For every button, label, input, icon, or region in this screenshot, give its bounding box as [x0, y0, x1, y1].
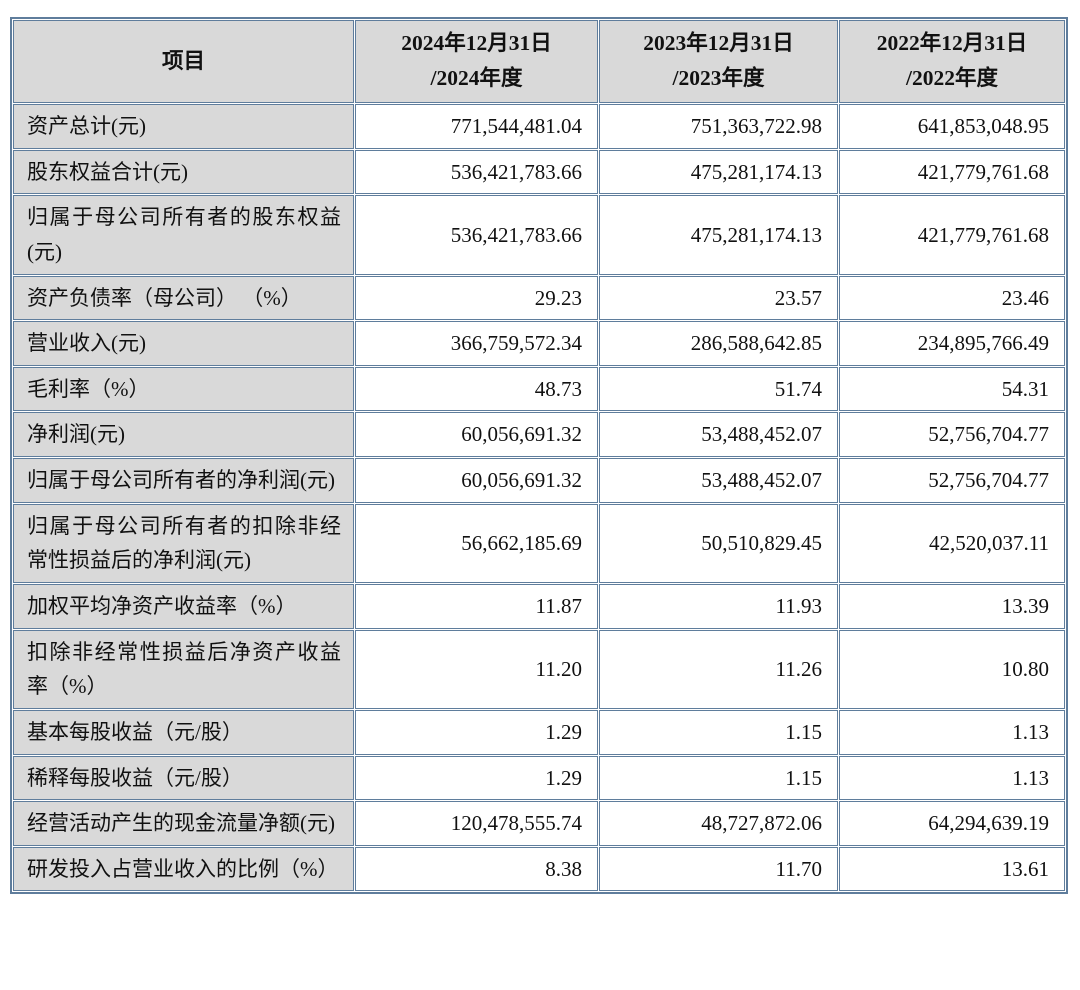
value-cell-y2024: 48.73 [355, 366, 598, 412]
value-cell-y2024: 8.38 [355, 846, 598, 892]
row-label: 稀释每股收益（元/股） [13, 755, 354, 801]
value-cell-y2024: 771,544,481.04 [355, 103, 598, 149]
value-cell-y2022: 13.61 [839, 846, 1065, 892]
table-row: 稀释每股收益（元/股） 1.29 1.15 1.13 [13, 755, 1065, 801]
table-row: 资产总计(元) 771,544,481.04 751,363,722.98 64… [13, 103, 1065, 149]
value-cell-y2024: 56,662,185.69 [355, 503, 598, 583]
value-cell-y2023: 23.57 [599, 275, 838, 321]
value-cell-y2023: 751,363,722.98 [599, 103, 838, 149]
value-cell-y2024: 60,056,691.32 [355, 458, 598, 503]
row-label: 加权平均净资产收益率（%） [13, 583, 354, 629]
row-label: 归属于母公司所有者的扣除非经常性损益后的净利润(元) [13, 503, 354, 583]
header-col-2024-line2: /2024年度 [430, 66, 523, 91]
value-cell-y2022: 54.31 [839, 366, 1065, 412]
row-label: 净利润(元) [13, 412, 354, 458]
row-label: 资产负债率（母公司） （%） [13, 275, 354, 321]
value-cell-y2023: 11.93 [599, 583, 838, 629]
value-cell-y2024: 1.29 [355, 709, 598, 755]
header-col-2024: 2024年12月31日 /2024年度 [355, 20, 598, 103]
value-cell-y2023: 48,727,872.06 [599, 801, 838, 846]
table-row: 基本每股收益（元/股） 1.29 1.15 1.13 [13, 709, 1065, 755]
value-cell-y2022: 64,294,639.19 [839, 801, 1065, 846]
row-label: 扣除非经常性损益后净资产收益率（%） [13, 629, 354, 709]
value-cell-y2024: 536,421,783.66 [355, 149, 598, 195]
value-cell-y2022: 13.39 [839, 583, 1065, 629]
value-cell-y2022: 1.13 [839, 709, 1065, 755]
header-col-2022-line2: /2022年度 [906, 66, 998, 91]
value-cell-y2023: 475,281,174.13 [599, 149, 838, 195]
row-label: 基本每股收益（元/股） [13, 709, 354, 755]
table-row: 毛利率（%） 48.73 51.74 54.31 [13, 366, 1065, 412]
value-cell-y2022: 52,756,704.77 [839, 458, 1065, 503]
financial-summary-table: 项目 2024年12月31日 /2024年度 2023年12月31日 /2023… [10, 17, 1068, 895]
row-label: 归属于母公司所有者的净利润(元) [13, 458, 354, 503]
value-cell-y2022: 641,853,048.95 [839, 103, 1065, 149]
row-label: 归属于母公司所有者的股东权益(元) [13, 195, 354, 275]
value-cell-y2022: 42,520,037.11 [839, 503, 1065, 583]
value-cell-y2024: 1.29 [355, 755, 598, 801]
table-row: 经营活动产生的现金流量净额(元) 120,478,555.74 48,727,8… [13, 801, 1065, 846]
value-cell-y2022: 10.80 [839, 629, 1065, 709]
value-cell-y2023: 53,488,452.07 [599, 412, 838, 458]
value-cell-y2024: 11.20 [355, 629, 598, 709]
value-cell-y2022: 23.46 [839, 275, 1065, 321]
value-cell-y2023: 286,588,642.85 [599, 321, 838, 366]
value-cell-y2022: 421,779,761.68 [839, 149, 1065, 195]
header-col-2022: 2022年12月31日 /2022年度 [839, 20, 1065, 103]
value-cell-y2023: 1.15 [599, 755, 838, 801]
value-cell-y2023: 11.70 [599, 846, 838, 892]
value-cell-y2022: 234,895,766.49 [839, 321, 1065, 366]
header-col-2023: 2023年12月31日 /2023年度 [599, 20, 838, 103]
row-label: 股东权益合计(元) [13, 149, 354, 195]
value-cell-y2024: 29.23 [355, 275, 598, 321]
row-label: 资产总计(元) [13, 103, 354, 149]
table-row: 资产负债率（母公司） （%） 29.23 23.57 23.46 [13, 275, 1065, 321]
value-cell-y2022: 1.13 [839, 755, 1065, 801]
row-label: 研发投入占营业收入的比例（%） [13, 846, 354, 892]
header-row: 项目 2024年12月31日 /2024年度 2023年12月31日 /2023… [13, 20, 1065, 103]
value-cell-y2023: 51.74 [599, 366, 838, 412]
table-row: 加权平均净资产收益率（%） 11.87 11.93 13.39 [13, 583, 1065, 629]
table-row: 营业收入(元) 366,759,572.34 286,588,642.85 23… [13, 321, 1065, 366]
row-label: 营业收入(元) [13, 321, 354, 366]
value-cell-y2023: 53,488,452.07 [599, 458, 838, 503]
value-cell-y2022: 421,779,761.68 [839, 195, 1065, 275]
value-cell-y2024: 120,478,555.74 [355, 801, 598, 846]
table-row: 归属于母公司所有者的扣除非经常性损益后的净利润(元) 56,662,185.69… [13, 503, 1065, 583]
table-row: 扣除非经常性损益后净资产收益率（%） 11.20 11.26 10.80 [13, 629, 1065, 709]
header-col-2023-line2: /2023年度 [672, 66, 765, 91]
value-cell-y2023: 11.26 [599, 629, 838, 709]
row-label: 毛利率（%） [13, 366, 354, 412]
table-row: 归属于母公司所有者的股东权益(元) 536,421,783.66 475,281… [13, 195, 1065, 275]
table-row: 研发投入占营业收入的比例（%） 8.38 11.70 13.61 [13, 846, 1065, 892]
table-row: 归属于母公司所有者的净利润(元) 60,056,691.32 53,488,45… [13, 458, 1065, 503]
header-col-2024-line1: 2024年12月31日 [401, 31, 552, 55]
value-cell-y2024: 536,421,783.66 [355, 195, 598, 275]
header-col-2023-line1: 2023年12月31日 [643, 31, 794, 55]
table-row: 净利润(元) 60,056,691.32 53,488,452.07 52,75… [13, 412, 1065, 458]
value-cell-y2023: 475,281,174.13 [599, 195, 838, 275]
value-cell-y2024: 60,056,691.32 [355, 412, 598, 458]
value-cell-y2024: 11.87 [355, 583, 598, 629]
row-label: 经营活动产生的现金流量净额(元) [13, 801, 354, 846]
table-row: 股东权益合计(元) 536,421,783.66 475,281,174.13 … [13, 149, 1065, 195]
value-cell-y2022: 52,756,704.77 [839, 412, 1065, 458]
header-item-label: 项目 [13, 20, 354, 103]
value-cell-y2024: 366,759,572.34 [355, 321, 598, 366]
value-cell-y2023: 1.15 [599, 709, 838, 755]
header-col-2022-line1: 2022年12月31日 [876, 31, 1028, 55]
value-cell-y2023: 50,510,829.45 [599, 503, 838, 583]
